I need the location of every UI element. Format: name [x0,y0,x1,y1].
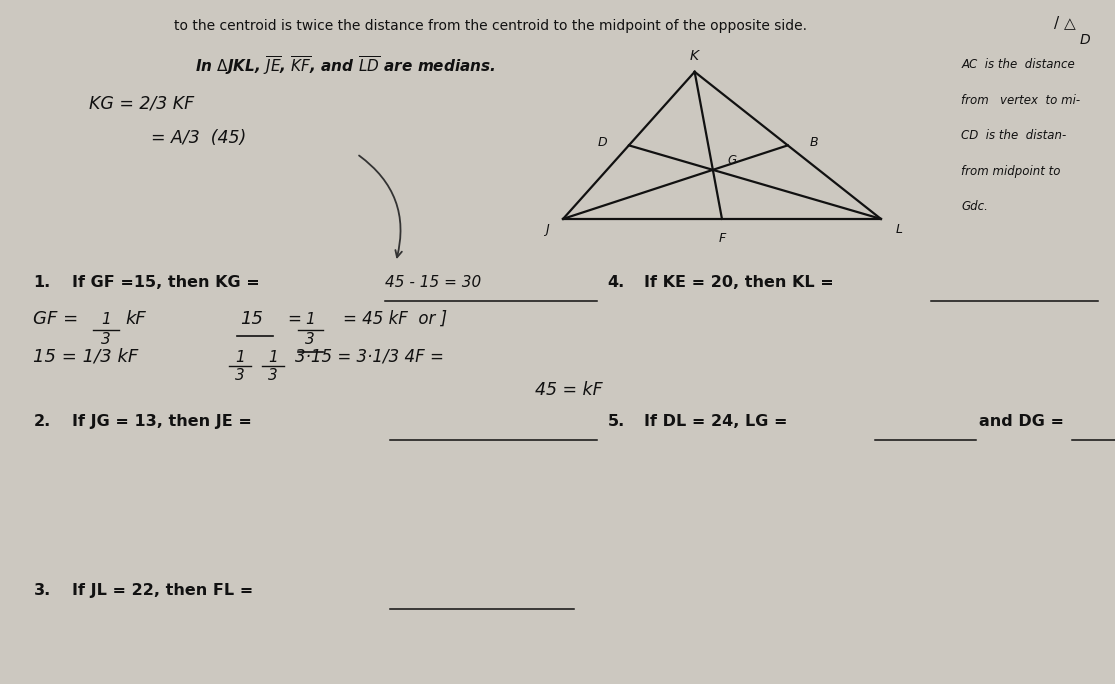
Text: If JG = 13, then JE =: If JG = 13, then JE = [72,414,252,429]
Text: = 45 kF  or ]: = 45 kF or ] [343,310,447,328]
Text: 1: 1 [101,312,110,327]
Text: GF =: GF = [33,310,79,328]
Text: 1.: 1. [33,275,50,290]
Text: If DL = 24, LG =: If DL = 24, LG = [644,414,788,429]
Text: 3: 3 [101,332,110,347]
Text: =: = [288,310,301,328]
Text: Gdc.: Gdc. [961,200,988,213]
Text: 15 = 1/3 kF: 15 = 1/3 kF [33,347,138,365]
Text: B: B [809,136,818,149]
Text: 1: 1 [235,350,244,365]
Text: 45 = kF: 45 = kF [535,381,603,399]
Text: 3·15 = 3·1/3 4F =: 3·15 = 3·1/3 4F = [295,347,445,365]
Text: 2.: 2. [33,414,50,429]
Text: = A/3  (45): = A/3 (45) [151,129,245,146]
Text: L: L [895,223,902,237]
Text: / △: / △ [1054,15,1076,30]
Text: AC  is the  distance: AC is the distance [961,58,1075,71]
Text: 1: 1 [306,312,314,327]
Text: from midpoint to: from midpoint to [961,165,1060,178]
Text: KG = 2/3 KF: KG = 2/3 KF [89,94,194,112]
Text: G: G [727,154,737,167]
Text: If JL = 22, then FL =: If JL = 22, then FL = [72,583,254,598]
Text: If KE = 20, then KL =: If KE = 20, then KL = [644,275,834,290]
Text: kF: kF [125,310,146,328]
Text: If GF =15, then KG =: If GF =15, then KG = [72,275,260,290]
Text: J: J [545,223,549,237]
Text: and DG =: and DG = [979,414,1064,429]
Text: from   vertex  to mi-: from vertex to mi- [961,94,1080,107]
Text: CD  is the  distan-: CD is the distan- [961,129,1066,142]
FancyArrowPatch shape [359,155,401,257]
Text: 3: 3 [306,332,314,347]
Text: 4.: 4. [608,275,624,290]
Text: 45 - 15 = 30: 45 - 15 = 30 [385,275,481,290]
Text: 5.: 5. [608,414,624,429]
Text: 3: 3 [269,368,278,383]
Text: F: F [718,233,726,246]
Text: D: D [1079,33,1090,47]
Text: 1: 1 [269,350,278,365]
Text: 3.: 3. [33,583,50,598]
Text: D: D [598,136,608,149]
Text: 15: 15 [240,310,263,328]
Text: 3: 3 [235,368,244,383]
Text: K: K [690,49,699,63]
Text: to the centroid is twice the distance from the centroid to the midpoint of the o: to the centroid is twice the distance fr… [174,19,807,33]
Text: In $\mathit{\Delta}$JKL, $\overline{\mathit{JE}}$, $\overline{\mathit{KF}}$, and: In $\mathit{\Delta}$JKL, $\overline{\mat… [195,55,496,78]
